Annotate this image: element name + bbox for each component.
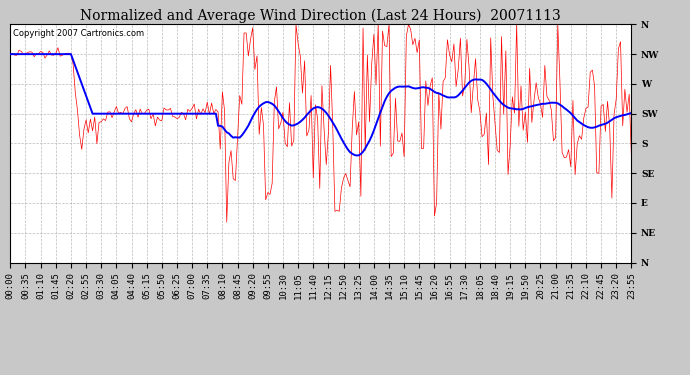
Text: Copyright 2007 Cartronics.com: Copyright 2007 Cartronics.com	[14, 29, 145, 38]
Title: Normalized and Average Wind Direction (Last 24 Hours)  20071113: Normalized and Average Wind Direction (L…	[81, 9, 561, 23]
